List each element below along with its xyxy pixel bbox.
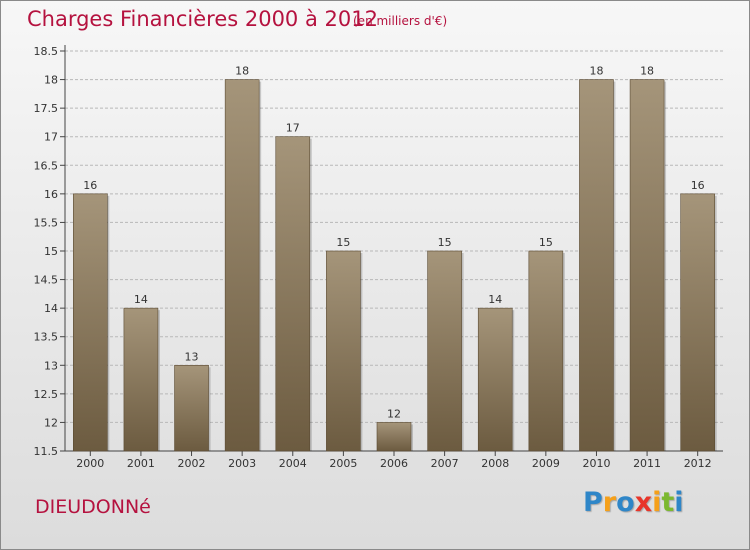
- x-tick-label: 2003: [228, 457, 256, 470]
- bar: [275, 136, 311, 452]
- bar: [579, 79, 614, 452]
- y-tick-label: 16: [44, 188, 58, 201]
- bar: [477, 307, 513, 452]
- bar: [224, 79, 260, 452]
- y-tick-label: 15.5: [34, 216, 59, 229]
- bar-value-label: 14: [134, 293, 148, 306]
- bar: [680, 193, 715, 452]
- y-tick-label: 17: [44, 131, 58, 144]
- bar-value-label: 15: [336, 236, 350, 249]
- x-tick-label: 2012: [684, 457, 712, 470]
- bar-value-label: 17: [286, 122, 300, 135]
- bar-value-label: 12: [387, 407, 401, 420]
- y-tick-label: 11.5: [34, 445, 59, 458]
- grid-lines: [65, 50, 723, 452]
- value-labels: 16 14 13 18 17 15 12 15 14 15 18 18 16: [83, 65, 704, 421]
- bar: [73, 193, 108, 452]
- y-tick-label: 18.5: [34, 45, 59, 58]
- y-tick-label: 12.5: [34, 388, 59, 401]
- y-tick-label: 17.5: [34, 102, 59, 115]
- x-tick-label: 2008: [481, 457, 509, 470]
- y-tick-label: 16.5: [34, 159, 59, 172]
- logo-letter: r: [602, 487, 617, 518]
- logo-letter: t: [661, 487, 675, 518]
- x-tick-label: 2004: [279, 457, 307, 470]
- bar: [528, 250, 564, 452]
- y-tick-label: 14.5: [34, 274, 59, 287]
- bar: [629, 79, 665, 452]
- x-tick-label: 2000: [76, 457, 104, 470]
- bar-value-label: 15: [438, 236, 452, 249]
- bar-value-label: 14: [488, 293, 502, 306]
- y-tick-label: 13: [44, 359, 58, 372]
- bar-value-label: 16: [691, 179, 705, 192]
- bar: [376, 422, 412, 452]
- bar: [174, 364, 209, 452]
- x-tick-label: 2011: [633, 457, 661, 470]
- x-tick-label: 2005: [329, 457, 357, 470]
- bar-value-label: 18: [589, 65, 603, 78]
- x-tick-label: 2010: [582, 457, 610, 470]
- logo-letter: i: [674, 487, 684, 518]
- bar: [326, 250, 361, 452]
- chart-subtitle: (en milliers d'€): [353, 14, 448, 28]
- place-name: DIEUDONNé: [35, 496, 151, 518]
- x-tick-label: 2001: [127, 457, 155, 470]
- bar-value-label: 16: [83, 179, 97, 192]
- y-tick-label: 13.5: [34, 331, 59, 344]
- x-tick-label: 2006: [380, 457, 408, 470]
- y-tick-label: 18: [44, 74, 58, 87]
- bar-value-label: 13: [185, 350, 199, 363]
- y-tick-label: 14: [44, 302, 58, 315]
- bar: [123, 307, 159, 452]
- x-tick-label: 2007: [431, 457, 459, 470]
- logo-letter: P: [583, 487, 603, 518]
- bars: [73, 79, 717, 452]
- bar-value-label: 18: [640, 65, 654, 78]
- x-tick-label: 2009: [532, 457, 560, 470]
- logo-letter: x: [634, 487, 653, 518]
- bar: [427, 250, 462, 452]
- y-tick-label: 15: [44, 245, 58, 258]
- bar-value-label: 15: [539, 236, 553, 249]
- proxiti-logo: Proxiti: [583, 487, 684, 518]
- logo-letter: i: [652, 487, 662, 518]
- y-tick-label: 12: [44, 416, 58, 429]
- chart-title: Charges Financières 2000 à 2012: [27, 7, 378, 31]
- axes: 11.5 12 12.5 13 13.5 14 14.5 15 15.5 16 16.5 17 17.5…: [34, 45, 723, 470]
- x-tick-label: 2002: [178, 457, 206, 470]
- logo-letter: o: [616, 487, 635, 518]
- bar-value-label: 18: [235, 65, 249, 78]
